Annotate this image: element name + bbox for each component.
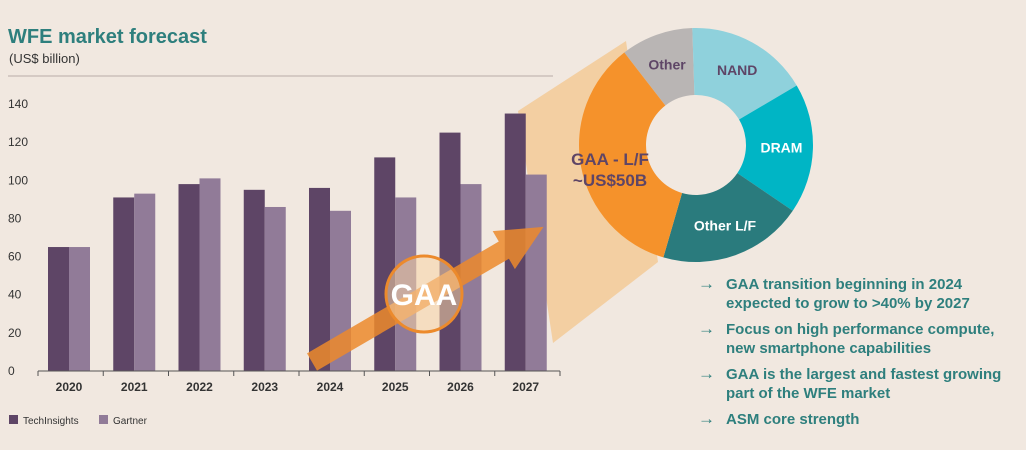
y-tick-label: 0 [8, 364, 15, 378]
x-tick-label: 2026 [447, 380, 474, 394]
bullet-text: ASM core strength [726, 411, 860, 428]
donut-segment-gaa-l-f [579, 52, 683, 258]
donut-label: DRAM [760, 140, 802, 156]
bullet-list: → GAA transition beginning in 2024 expect… [698, 274, 1026, 436]
bar-techinsights-2022 [178, 184, 200, 371]
bullet-item: → GAA is the largest and fastest growing … [698, 364, 1026, 403]
arrow-right-icon: → [698, 319, 715, 338]
bar-techinsights-2023 [243, 189, 265, 371]
bar-techinsights-2021 [113, 197, 135, 371]
y-tick-label: 60 [8, 250, 22, 264]
donut-label: Other [648, 57, 686, 73]
bullet-text: GAA is the largest and fastest growing p… [726, 366, 1002, 402]
bar-techinsights-2025 [374, 157, 396, 371]
bar-gartner-2023 [264, 206, 286, 371]
bullet-item: → ASM core strength [698, 409, 1026, 429]
donut-label: Other L/F [694, 217, 757, 233]
legend-swatch-techinsights [9, 415, 18, 424]
gaa-overlay-label: GAA [391, 279, 458, 312]
y-tick-label: 140 [8, 97, 28, 111]
bar-techinsights-2020 [48, 247, 69, 371]
arrow-right-icon: → [698, 364, 715, 383]
legend-swatch-gartner [99, 415, 108, 424]
bar-gartner-2022 [199, 178, 221, 371]
donut-segment-other-l-f [663, 173, 793, 263]
bar-techinsights-2026 [439, 132, 461, 371]
legend-label: TechInsights [23, 416, 79, 427]
x-tick-label: 2023 [251, 380, 278, 394]
x-tick-label: 2020 [56, 380, 83, 394]
bullet-item: → Focus on high performance compute, new … [698, 319, 1026, 358]
donut-label-gaa: GAA - L/F [571, 150, 649, 169]
page-title: WFE market forecast [8, 26, 207, 48]
bullet-text: GAA transition beginning in 2024 expecte… [726, 276, 970, 312]
bar-techinsights-2024 [309, 187, 330, 371]
y-tick-label: 80 [8, 211, 22, 225]
bar-gartner-2021 [134, 193, 156, 371]
bar-gartner-2027 [525, 174, 547, 371]
donut-label: NAND [717, 62, 757, 78]
bullet-item: → GAA transition beginning in 2024 expect… [698, 274, 1026, 313]
donut-segment-other [624, 28, 695, 106]
y-tick-label: 20 [8, 326, 22, 340]
donut-segment-dram [737, 85, 813, 211]
gaa-highlight-circle [384, 254, 464, 334]
chart-subtitle: (US$ billion) [9, 51, 80, 66]
donut-segment-nand [692, 28, 797, 120]
legend-label: Gartner [113, 416, 148, 427]
donut-label-gaa-value: ~US$50B [573, 171, 647, 190]
arrow-right-icon: → [698, 274, 715, 293]
x-tick-label: 2027 [512, 380, 539, 394]
x-tick-label: 2025 [382, 380, 409, 394]
x-tick-label: 2024 [317, 380, 344, 394]
bar-gartner-2020 [69, 247, 90, 371]
y-tick-label: 100 [8, 173, 28, 187]
x-tick-label: 2022 [186, 380, 213, 394]
bullet-text: Focus on high performance compute, new s… [726, 321, 995, 357]
y-tick-label: 120 [8, 135, 28, 149]
arrow-right-icon: → [698, 409, 715, 428]
x-tick-label: 2021 [121, 380, 148, 394]
y-tick-label: 40 [8, 288, 22, 302]
